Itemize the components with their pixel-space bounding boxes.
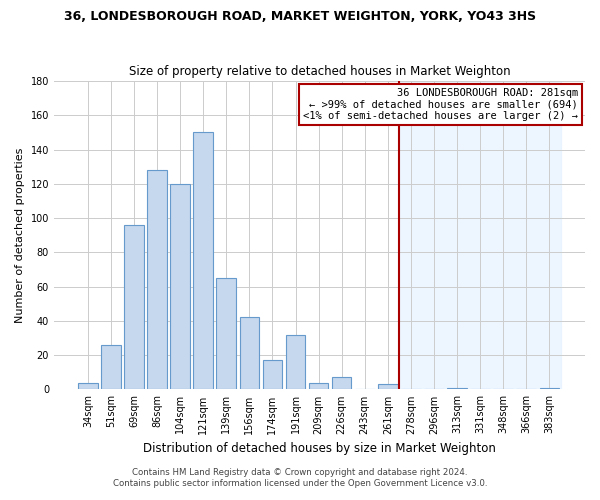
Bar [170,184,190,390]
Bar [447,388,467,390]
Y-axis label: Number of detached properties: Number of detached properties [15,148,25,323]
Bar [239,318,259,390]
Bar [332,378,352,390]
Title: Size of property relative to detached houses in Market Weighton: Size of property relative to detached ho… [128,66,510,78]
Bar [147,170,167,390]
Bar [286,334,305,390]
Bar [124,225,144,390]
Bar [309,382,328,390]
X-axis label: Distribution of detached houses by size in Market Weighton: Distribution of detached houses by size … [143,442,496,455]
Bar [378,384,398,390]
Bar [400,81,561,390]
Bar [101,345,121,390]
Text: 36, LONDESBOROUGH ROAD, MARKET WEIGHTON, YORK, YO43 3HS: 36, LONDESBOROUGH ROAD, MARKET WEIGHTON,… [64,10,536,23]
Text: Contains HM Land Registry data © Crown copyright and database right 2024.
Contai: Contains HM Land Registry data © Crown c… [113,468,487,487]
Text: 36 LONDESBOROUGH ROAD: 281sqm
← >99% of detached houses are smaller (694)
<1% of: 36 LONDESBOROUGH ROAD: 281sqm ← >99% of … [303,88,578,121]
Bar [217,278,236,390]
Bar [78,382,98,390]
Bar [263,360,282,390]
Bar [539,388,559,390]
Bar [193,132,213,390]
